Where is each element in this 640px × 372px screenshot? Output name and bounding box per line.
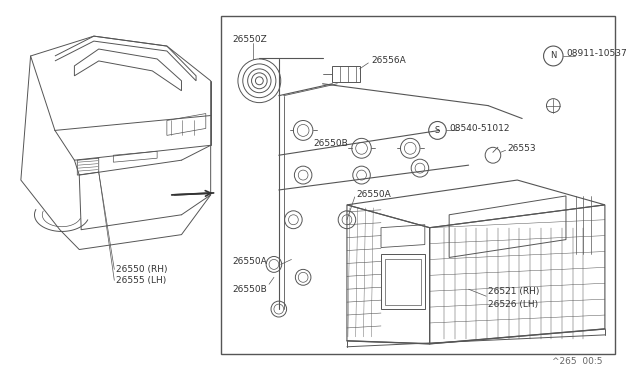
Text: 26553: 26553 — [508, 144, 536, 153]
Bar — [221, 16, 614, 354]
Text: 26550 (RH): 26550 (RH) — [116, 265, 168, 274]
Text: 26550Z: 26550Z — [232, 35, 267, 44]
Text: 26550B: 26550B — [232, 285, 267, 294]
Bar — [332, 66, 360, 82]
Text: 26521 (RH): 26521 (RH) — [488, 287, 540, 296]
Text: 08911-10537: 08911-10537 — [566, 48, 627, 58]
Text: 26526 (LH): 26526 (LH) — [488, 299, 538, 309]
Text: 26550A: 26550A — [232, 257, 267, 266]
Text: 08540-51012: 08540-51012 — [449, 124, 509, 133]
Text: 26550A: 26550A — [356, 190, 392, 199]
Text: N: N — [550, 51, 557, 61]
Text: 26555 (LH): 26555 (LH) — [116, 276, 166, 285]
Text: S: S — [435, 126, 440, 135]
Text: 26556A: 26556A — [371, 57, 406, 65]
Text: 26550B: 26550B — [313, 139, 348, 148]
Text: ^265  00:5: ^265 00:5 — [552, 357, 603, 366]
